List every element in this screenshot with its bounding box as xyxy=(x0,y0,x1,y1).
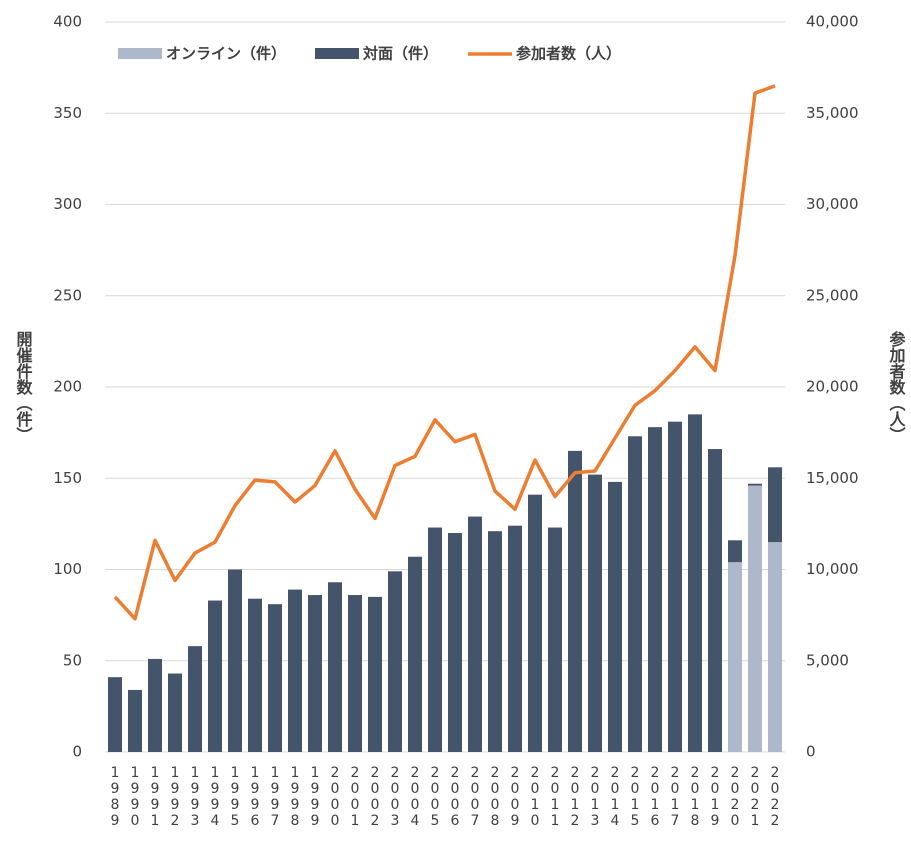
y2-tick-label: 10,000 xyxy=(806,560,859,578)
bar xyxy=(628,436,642,752)
bar xyxy=(208,600,222,752)
y2-tick-label: 35,000 xyxy=(806,104,859,122)
y-tick-label: 150 xyxy=(53,469,82,487)
bar xyxy=(448,533,462,752)
x-tick-label: 2013 xyxy=(587,765,603,829)
bar xyxy=(388,571,402,752)
y2-axis-title: 参加者数（人） xyxy=(887,330,907,443)
x-tick-label: 2007 xyxy=(467,765,483,829)
bar xyxy=(748,485,762,752)
x-tick-label: 2017 xyxy=(667,765,683,829)
bar xyxy=(528,494,542,752)
x-tick-label: 2011 xyxy=(547,765,563,829)
bar xyxy=(228,569,242,752)
legend-label: 参加者数（人） xyxy=(516,45,621,63)
x-tick-label: 2014 xyxy=(607,765,623,829)
bar xyxy=(768,542,782,752)
y-tick-label: 300 xyxy=(53,195,82,213)
bar xyxy=(468,516,482,752)
bar xyxy=(128,689,142,752)
x-tick-label: 2022 xyxy=(767,765,783,829)
y-tick-label: 250 xyxy=(53,286,82,304)
x-tick-label: 2004 xyxy=(407,765,423,829)
y2-tick-label: 20,000 xyxy=(806,378,859,396)
x-tick-label: 1992 xyxy=(167,765,183,829)
x-tick-label: 2015 xyxy=(627,765,643,829)
legend-swatch xyxy=(315,48,359,59)
x-tick-label: 2001 xyxy=(347,765,363,829)
y-tick-label: 200 xyxy=(53,378,82,396)
bar xyxy=(728,562,742,752)
bar xyxy=(508,525,522,752)
bar xyxy=(608,481,622,752)
y2-tick-label: 0 xyxy=(806,743,816,761)
bar xyxy=(108,677,122,752)
y2-tick-label: 40,000 xyxy=(806,13,859,31)
bar xyxy=(568,450,582,752)
bar xyxy=(248,598,262,752)
x-tick-label: 2010 xyxy=(527,765,543,829)
bar xyxy=(708,449,722,752)
bar xyxy=(748,483,762,486)
x-tick-label: 2021 xyxy=(747,765,763,829)
bar xyxy=(548,527,562,752)
bar xyxy=(648,427,662,752)
x-tick-label: 2009 xyxy=(507,765,523,829)
y-tick-label: 350 xyxy=(53,104,82,122)
bar xyxy=(308,595,322,752)
bar xyxy=(268,604,282,752)
x-tick-label: 1995 xyxy=(227,765,243,829)
y2-tick-label: 25,000 xyxy=(806,286,859,304)
y-tick-label: 50 xyxy=(63,651,82,669)
x-tick-label: 1998 xyxy=(287,765,303,829)
x-tick-label: 2020 xyxy=(727,765,743,829)
line xyxy=(113,84,776,621)
y-axis-title: 開催件数（件） xyxy=(14,331,33,443)
x-tick-label: 1991 xyxy=(147,765,163,829)
bar xyxy=(428,527,442,752)
y-tick-label: 100 xyxy=(53,560,82,578)
y-tick-label: 0 xyxy=(72,743,82,761)
bar xyxy=(148,658,162,752)
bar xyxy=(368,596,382,752)
bar xyxy=(588,474,602,752)
bar xyxy=(288,589,302,752)
x-tick-label: 1999 xyxy=(307,765,323,829)
y2-tick-label: 5,000 xyxy=(806,651,849,669)
x-tick-label: 1990 xyxy=(127,765,143,829)
bar xyxy=(768,467,782,543)
bar xyxy=(488,531,502,752)
legend-label: オンライン（件） xyxy=(166,45,286,63)
bar xyxy=(688,414,702,752)
bar xyxy=(728,540,742,563)
x-tick-label: 2006 xyxy=(447,765,463,829)
x-tick-label: 2008 xyxy=(487,765,503,829)
y2-tick-label: 30,000 xyxy=(806,195,859,213)
bar xyxy=(408,556,422,752)
x-tick-label: 2003 xyxy=(387,765,403,829)
bar xyxy=(348,595,362,752)
x-tick-label: 2016 xyxy=(647,765,663,829)
bar xyxy=(188,646,202,752)
x-tick-label: 1996 xyxy=(247,765,263,829)
x-tick-label: 1993 xyxy=(187,765,203,829)
x-tick-label: 2012 xyxy=(567,765,583,829)
x-tick-label: 2018 xyxy=(687,765,703,829)
y-tick-label: 400 xyxy=(53,13,82,31)
x-tick-label: 2019 xyxy=(707,765,723,829)
x-tick-label: 2002 xyxy=(367,765,383,829)
x-tick-label: 2000 xyxy=(327,765,343,829)
legend-swatch xyxy=(118,48,162,59)
x-tick-label: 1989 xyxy=(107,765,123,829)
x-tick-label: 1997 xyxy=(267,765,283,829)
legend-label: 対面（件） xyxy=(362,45,438,63)
x-tick-label: 1994 xyxy=(207,765,223,829)
bar xyxy=(328,582,342,752)
bar xyxy=(168,673,182,752)
bar xyxy=(668,421,682,752)
y2-tick-label: 15,000 xyxy=(806,469,859,487)
x-tick-label: 2005 xyxy=(427,765,443,829)
